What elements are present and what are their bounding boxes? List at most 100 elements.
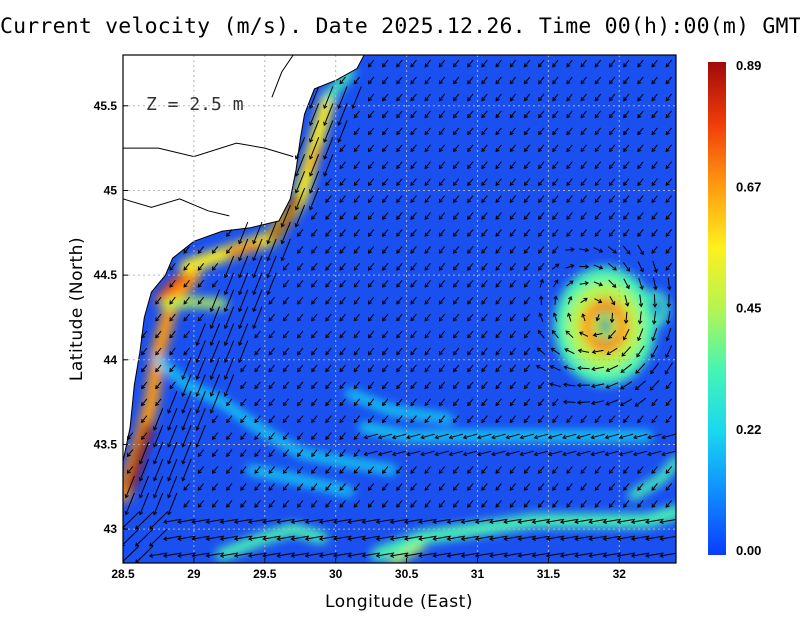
arrow-shaft — [580, 144, 587, 152]
arrow-head — [545, 536, 551, 541]
arrow-head — [353, 351, 358, 356]
land-border — [123, 198, 230, 217]
arrow-head — [211, 503, 216, 508]
arrow-shaft — [538, 178, 545, 186]
arrow-shaft — [453, 500, 460, 508]
velocity-arrow — [183, 296, 190, 305]
arrow-head — [651, 469, 656, 474]
velocity-arrow — [282, 364, 290, 373]
arrow-shaft — [439, 500, 446, 508]
arrow-head — [481, 486, 486, 491]
arrow-head — [580, 198, 585, 204]
arrow-shaft — [234, 518, 253, 523]
arrow-shaft — [348, 552, 366, 557]
arrow-head — [538, 232, 543, 237]
arrow-shaft — [603, 535, 621, 540]
velocity-arrow — [594, 415, 602, 424]
arrow-shaft — [323, 86, 334, 109]
arrow-shaft — [240, 364, 247, 372]
velocity-arrow — [297, 330, 304, 339]
velocity-arrow — [620, 363, 632, 373]
velocity-arrow — [406, 450, 421, 457]
arrow-head — [639, 285, 644, 290]
velocity-arrow — [665, 327, 672, 342]
arrow-shaft — [323, 154, 334, 177]
arrow-head — [367, 164, 372, 170]
velocity-arrow — [325, 364, 332, 373]
arrow-shaft — [325, 279, 332, 288]
arrow-head — [580, 114, 585, 119]
arrow-shaft — [524, 330, 531, 339]
arrow-shaft — [495, 415, 502, 423]
arrow-head — [460, 519, 466, 524]
arrow-head — [311, 435, 316, 441]
arrow-shaft — [481, 313, 488, 322]
velocity-arrow — [268, 347, 275, 356]
velocity-arrow — [452, 212, 460, 220]
velocity-arrow — [432, 552, 451, 558]
velocity-arrow — [633, 433, 648, 440]
arrow-head — [623, 418, 628, 424]
arrow-shaft — [238, 306, 249, 329]
velocity-arrow — [282, 347, 290, 356]
velocity-arrow — [495, 229, 502, 237]
arrow-head — [495, 418, 500, 424]
arrow-shaft — [524, 364, 531, 372]
velocity-arrow — [608, 415, 616, 424]
velocity-arrow — [495, 144, 502, 153]
arrow-shaft — [268, 364, 275, 372]
arrow-shaft — [368, 296, 375, 305]
arrow-head — [523, 401, 528, 407]
arrow-shaft — [368, 500, 375, 508]
velocity-arrow — [581, 313, 586, 322]
arrow-shaft — [538, 59, 545, 68]
velocity-arrow — [396, 415, 403, 424]
arrow-shaft — [623, 161, 630, 169]
arrow-shaft — [396, 483, 403, 491]
velocity-arrow — [211, 500, 219, 508]
velocity-arrow — [410, 110, 417, 119]
arrow-head — [361, 519, 366, 524]
arrow-head — [590, 400, 596, 406]
velocity-arrow — [325, 330, 332, 339]
arrow-shaft — [212, 415, 219, 423]
arrow-shaft — [424, 347, 431, 356]
arrow-head — [566, 131, 571, 136]
arrow-shaft — [539, 313, 544, 322]
velocity-arrow — [538, 500, 545, 508]
arrow-shaft — [575, 552, 593, 557]
arrow-shaft — [325, 296, 332, 305]
arrow-head — [325, 300, 330, 305]
arrow-head — [637, 164, 642, 170]
y-tick-label: 44.5 — [94, 268, 118, 282]
arrow-shaft — [263, 518, 281, 523]
velocity-arrow — [339, 347, 346, 356]
arrow-shaft — [277, 535, 295, 540]
velocity-arrow — [566, 195, 573, 204]
arrow-shaft — [495, 500, 502, 508]
velocity-arrow — [562, 399, 576, 405]
arrow-head — [609, 318, 615, 324]
velocity-arrow — [311, 364, 318, 373]
arrow-shaft — [424, 500, 431, 508]
arrow-head — [226, 401, 231, 407]
arrow-shaft — [311, 347, 318, 356]
arrow-shaft — [552, 178, 559, 186]
arrow-head — [467, 300, 472, 305]
x-tick-label: 32 — [613, 567, 627, 581]
arrow-shaft — [311, 212, 318, 220]
arrow-shaft — [609, 466, 616, 474]
arrow-head — [495, 283, 500, 288]
arrow-head — [580, 232, 585, 237]
arrow-head — [608, 418, 613, 424]
arrow-shaft — [651, 229, 658, 237]
arrow-head — [636, 353, 641, 358]
arrow-shaft — [396, 381, 403, 389]
arrow-shaft — [252, 238, 263, 261]
arrow-shaft — [212, 466, 219, 474]
arrow-head — [339, 80, 344, 85]
arrow-head — [304, 536, 310, 541]
arrow-shaft — [439, 415, 446, 423]
arrow-head — [290, 519, 295, 524]
arrow-head — [339, 351, 344, 356]
